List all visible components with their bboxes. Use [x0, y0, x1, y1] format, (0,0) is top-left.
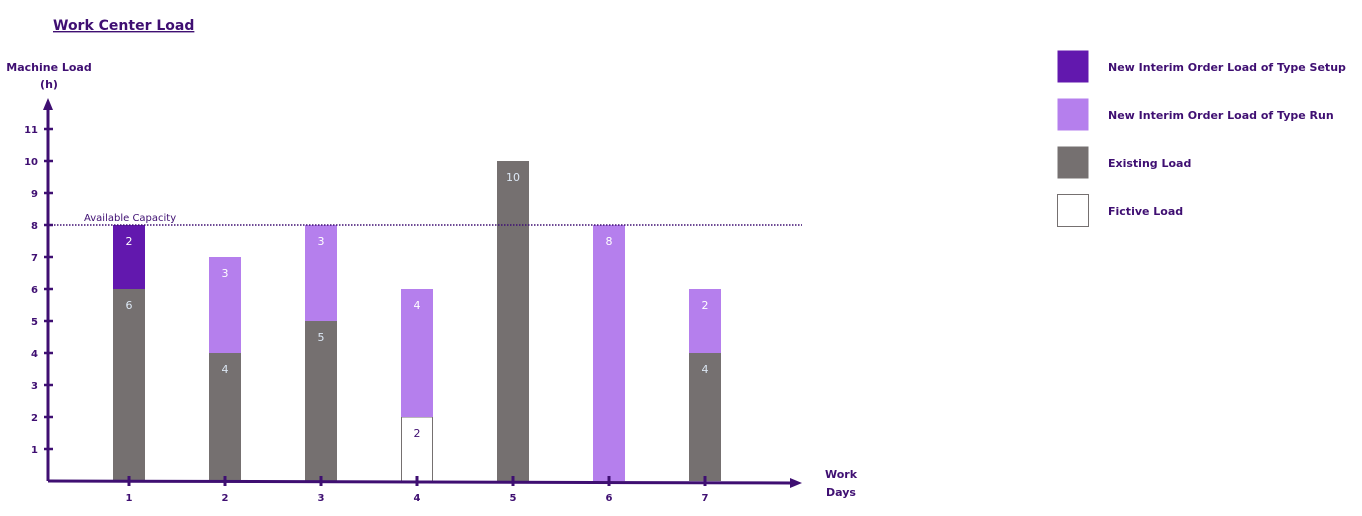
- bar-data-label: 3: [222, 267, 229, 280]
- y-axis-unit: (h): [40, 78, 58, 91]
- x-tick-label: 6: [606, 493, 613, 504]
- bar-data-label: 4: [222, 363, 229, 376]
- bar-data-label: 8: [606, 235, 613, 248]
- y-tick-label: 1: [31, 445, 38, 456]
- legend-swatch: [1057, 98, 1089, 131]
- bar-data-label: 2: [126, 235, 133, 248]
- y-tick-label: 5: [31, 317, 38, 328]
- bar-data-label: 3: [318, 235, 325, 248]
- x-axis-arrow: [790, 478, 802, 488]
- bar-segment: [401, 289, 433, 417]
- y-tick-label: 8: [31, 221, 38, 232]
- capacity-label: Available Capacity: [84, 213, 176, 224]
- y-tick-label: 10: [24, 157, 38, 168]
- bar-data-label: 4: [414, 299, 421, 312]
- legend-swatch: [1057, 146, 1089, 179]
- x-tick-label: 4: [414, 493, 421, 504]
- legend-label: New Interim Order Load of Type Setup: [1108, 61, 1346, 74]
- bar-data-label: 2: [702, 299, 709, 312]
- y-tick-label: 11: [24, 125, 38, 136]
- bar-segment: [689, 289, 721, 353]
- y-tick-label: 7: [31, 253, 38, 264]
- bar-data-label: 4: [702, 363, 709, 376]
- bar-data-label: 5: [318, 331, 325, 344]
- x-tick-label: 2: [222, 493, 229, 504]
- legend-label: New Interim Order Load of Type Run: [1108, 109, 1334, 122]
- chart-title: Work Center Load: [53, 18, 194, 34]
- bar-segment: [401, 416, 433, 482]
- bar-data-label: 10: [506, 171, 520, 184]
- y-tick-label: 4: [31, 349, 38, 360]
- x-axis: [47, 479, 793, 485]
- x-tick-label: 5: [510, 493, 517, 504]
- y-tick-label: 3: [31, 381, 38, 392]
- x-tick-label: 1: [126, 493, 133, 504]
- x-tick-label: 7: [702, 493, 709, 504]
- bar-segment: [497, 161, 529, 481]
- legend-label: Existing Load: [1108, 157, 1191, 170]
- x-tick-label: 3: [318, 493, 325, 504]
- bar-segment: [305, 225, 337, 321]
- legend-swatch: [1057, 194, 1089, 227]
- y-axis-label: Machine Load: [6, 61, 91, 74]
- y-tick-label: 2: [31, 413, 38, 424]
- legend-swatch: [1057, 50, 1089, 83]
- bar-segment: [593, 225, 625, 481]
- bar-segment: [209, 353, 241, 481]
- legend-label: Fictive Load: [1108, 205, 1183, 218]
- bar-segment: [113, 289, 145, 481]
- bar-segment: [689, 353, 721, 481]
- bar-segment: [305, 321, 337, 481]
- y-axis-arrow: [43, 98, 53, 110]
- y-tick-label: 6: [31, 285, 38, 296]
- bar-segment: [209, 257, 241, 353]
- bar-data-label: 2: [414, 427, 421, 440]
- bar-data-label: 6: [126, 299, 133, 312]
- x-axis-label: Work: [825, 468, 858, 481]
- bar-segment: [113, 225, 145, 289]
- y-tick-label: 9: [31, 189, 38, 200]
- x-axis-label-2: Days: [826, 486, 856, 499]
